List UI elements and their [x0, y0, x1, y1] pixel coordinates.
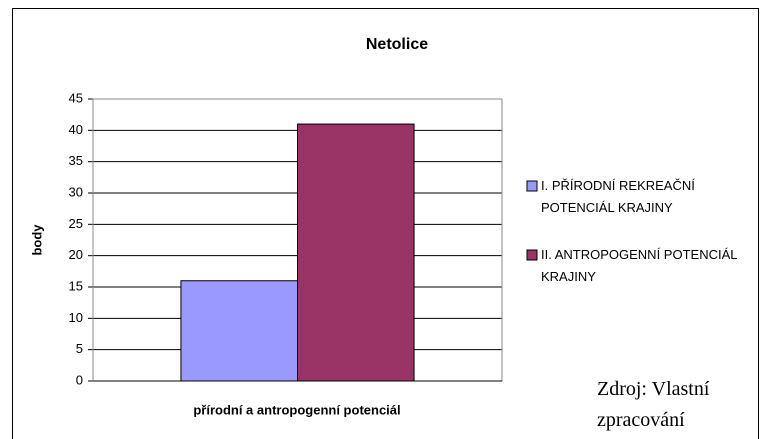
y-tick-label: 30: [69, 184, 83, 199]
y-tick-label: 40: [69, 122, 83, 137]
y-axis-label: body: [29, 224, 44, 256]
y-tick-label: 25: [69, 216, 83, 231]
legend-label: I. PŘÍRODNÍ REKREAČNÍ POTENCIÁL KRAJINY: [541, 178, 695, 215]
x-axis-label: přírodní a antropogenní potenciál: [193, 402, 400, 417]
chart-title: Netolice: [366, 36, 428, 53]
y-tick-label: 10: [69, 310, 83, 325]
y-tick-label: 5: [76, 341, 83, 356]
bar: [297, 123, 415, 382]
legend-label: II. ANTROPOGENNÍ POTENCIÁL KRAJINY: [541, 247, 737, 284]
y-tick-label: 45: [69, 90, 83, 105]
y-tick-label: 0: [76, 372, 83, 387]
legend-swatch: [526, 249, 538, 261]
y-tick-label: 15: [69, 278, 83, 293]
source-note: Zdroj: Vlastní zpracování: [597, 374, 757, 436]
legend-swatch: [526, 180, 538, 192]
y-tick-label: 20: [69, 247, 83, 262]
bar: [180, 280, 298, 382]
y-tick-label: 35: [69, 153, 83, 168]
